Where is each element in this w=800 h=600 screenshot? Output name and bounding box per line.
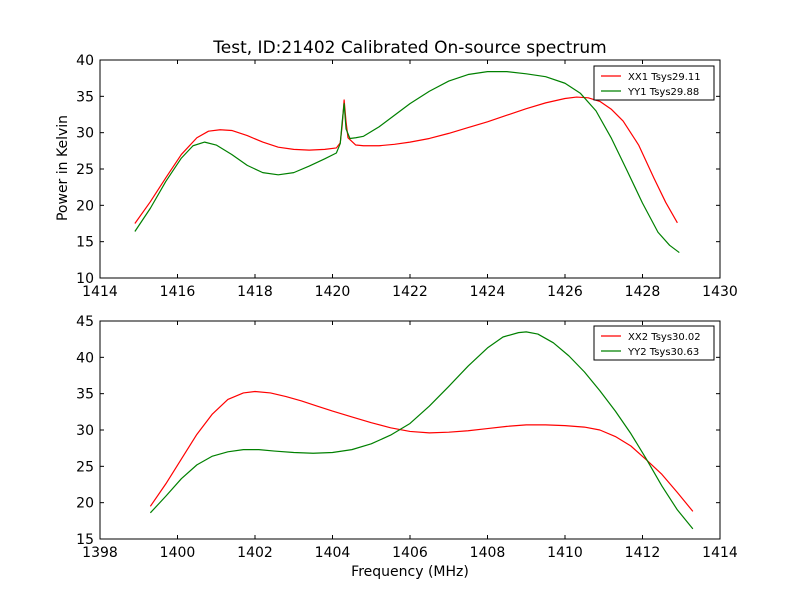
top-series-line-1 <box>134 96 678 224</box>
top-y-tick-label: 20 <box>76 198 94 214</box>
top-x-tick-label: 1422 <box>392 284 428 300</box>
bottom-y-tick-label: 45 <box>76 314 94 330</box>
bottom-y-tick-label: 40 <box>76 350 94 366</box>
bottom-x-tick-label: 1412 <box>625 545 661 561</box>
top-x-tick-label: 1426 <box>547 284 583 300</box>
bottom-x-tick-label: 1408 <box>470 545 506 561</box>
top-x-tick-label: 1420 <box>315 284 351 300</box>
bottom-x-tick-label: 1414 <box>702 545 738 561</box>
bottom-legend-label-2: YY2 Tsys30.63 <box>627 347 699 358</box>
bottom-y-tick-label: 15 <box>76 532 94 548</box>
top-legend-label-1: XX1 Tsys29.11 <box>628 72 701 83</box>
top-y-tick-label: 10 <box>76 271 94 287</box>
top-y-tick-label: 25 <box>76 162 94 178</box>
top-subplot: 1414 1416 1418 1420 1422 1424 1426 1428 1430 10 15… <box>76 53 738 300</box>
bottom-y-tick-label: 25 <box>76 459 94 475</box>
bottom-x-tick-label: 1410 <box>547 545 583 561</box>
bottom-series-line-2 <box>149 331 694 530</box>
bottom-legend-label-1: XX2 Tsys30.02 <box>628 332 701 343</box>
top-y-tick-label: 30 <box>76 126 94 142</box>
bottom-y-tick-label: 35 <box>76 387 94 403</box>
bottom-x-tick-label: 1398 <box>82 545 118 561</box>
top-series-line-2 <box>134 71 680 254</box>
bottom-y-tick-label: 30 <box>76 423 94 439</box>
y-axis-label: Power in Kelvin <box>55 115 71 221</box>
bottom-legend: XX2 Tsys30.02 YY2 Tsys30.63 <box>593 325 715 361</box>
top-y-tick-label: 40 <box>76 53 94 69</box>
top-legend: XX1 Tsys29.11 YY1 Tsys29.88 <box>593 65 715 101</box>
bottom-series-line-1 <box>149 390 694 512</box>
bottom-legend-box <box>593 325 715 361</box>
top-x-tick-label: 1424 <box>470 284 506 300</box>
top-x-tick-label: 1428 <box>625 284 661 300</box>
top-x-tick-label: 1414 <box>82 284 118 300</box>
bottom-x-tick-label: 1402 <box>237 545 273 561</box>
top-x-tick-label: 1416 <box>160 284 196 300</box>
bottom-x-tick-label: 1406 <box>392 545 428 561</box>
top-y-tick-label: 15 <box>76 235 94 251</box>
top-legend-label-2: YY1 Tsys29.88 <box>627 87 699 98</box>
bottom-x-tick-label: 1404 <box>315 545 351 561</box>
x-axis-label: Frequency (MHz) <box>351 564 469 580</box>
top-y-tick-label: 35 <box>76 89 94 105</box>
bottom-x-tick-label: 1400 <box>160 545 196 561</box>
top-x-tick-label: 1430 <box>702 284 738 300</box>
top-legend-box <box>593 65 715 101</box>
bottom-subplot: 1398 1400 1402 1404 1406 1408 1410 1412 1414 15 20… <box>76 314 738 561</box>
top-x-tick-label: 1418 <box>237 284 273 300</box>
bottom-y-tick-label: 20 <box>76 496 94 512</box>
figure-title: Test, ID:21402 Calibrated On-source spec… <box>212 38 606 58</box>
